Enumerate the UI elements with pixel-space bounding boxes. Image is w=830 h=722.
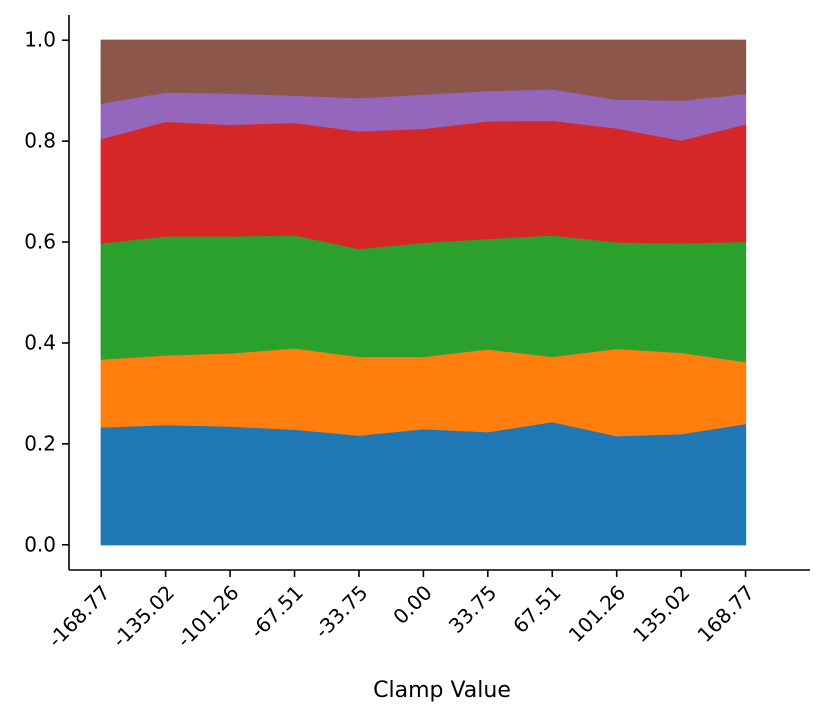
y-ticks: 0.0 0.2 0.4 0.6 0.8 1.0 — [24, 28, 69, 556]
area-series-2 — [100, 347, 747, 437]
area-series-3 — [100, 234, 747, 363]
y-tick-label: 0.6 — [24, 230, 56, 254]
x-tick-label: 0.00 — [388, 580, 436, 628]
y-tick-label: 0.2 — [24, 431, 56, 455]
x-tick-label: -101.26 — [172, 580, 244, 652]
x-tick-label: -33.75 — [310, 580, 373, 643]
x-tick-label: -135.02 — [107, 580, 179, 652]
x-tick-label: 33.75 — [444, 580, 501, 637]
x-tick-label: -168.77 — [43, 580, 115, 652]
y-tick-label: 0.4 — [24, 330, 56, 354]
x-tick-label: 67.51 — [508, 580, 565, 637]
x-tick-label: 135.02 — [628, 580, 694, 646]
x-tick-label: 101.26 — [564, 580, 630, 646]
x-axis-title: Clamp Value — [373, 678, 511, 703]
y-tick-label: 0.8 — [24, 129, 56, 153]
y-tick-label: 1.0 — [24, 28, 56, 52]
area-series-6 — [100, 39, 747, 104]
areas-layer — [100, 39, 747, 546]
x-tick-label: -67.51 — [245, 580, 308, 643]
area-series-1 — [100, 421, 747, 546]
y-tick-label: 0.0 — [24, 532, 56, 556]
area-series-4 — [100, 119, 747, 250]
axes-layer — [68, 15, 810, 571]
x-tick-label: 168.77 — [693, 580, 759, 646]
x-ticks: -168.77-135.02-101.26 -67.51 -33.75 0.00 33.… — [43, 570, 759, 652]
